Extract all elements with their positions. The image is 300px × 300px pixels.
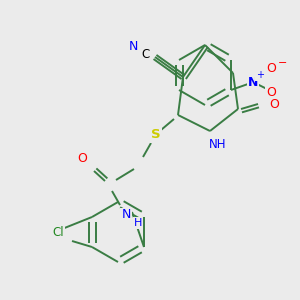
Text: +: +: [256, 70, 264, 80]
Text: −: −: [278, 58, 288, 68]
Text: C: C: [141, 49, 149, 62]
Text: O: O: [266, 85, 276, 98]
Text: NH: NH: [209, 139, 227, 152]
Text: O: O: [269, 98, 279, 110]
Text: S: S: [151, 128, 161, 142]
Text: N: N: [248, 76, 258, 88]
Text: O: O: [266, 61, 276, 74]
Text: Cl: Cl: [52, 226, 64, 239]
Text: N: N: [128, 40, 138, 53]
Text: H: H: [134, 218, 142, 228]
Text: N: N: [121, 208, 131, 221]
Text: O: O: [77, 152, 87, 166]
